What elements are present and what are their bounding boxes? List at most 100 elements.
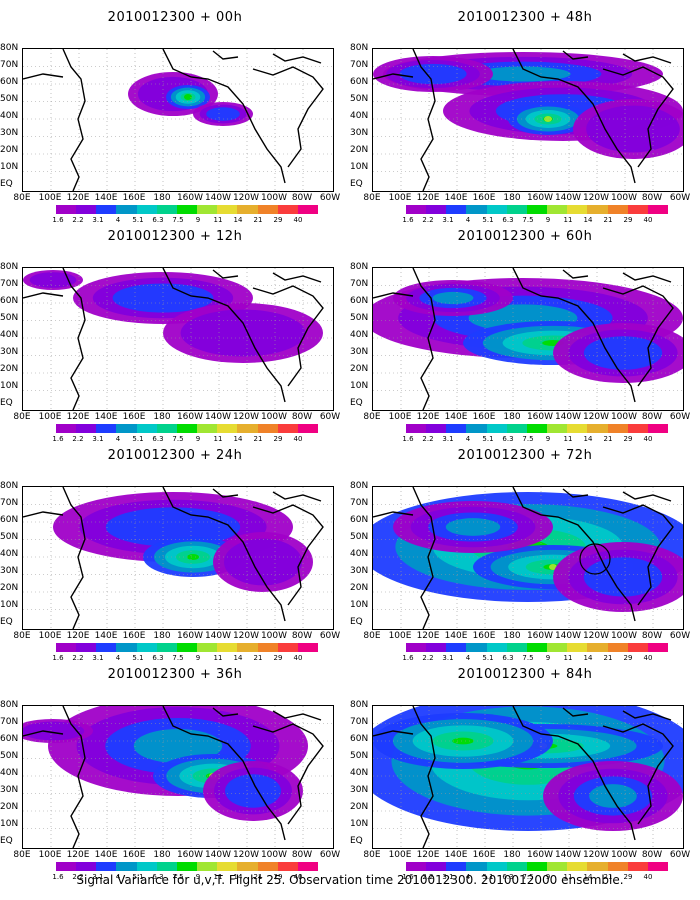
colorbar-label: 2.2: [72, 216, 84, 224]
lat-label: 60N: [0, 515, 19, 525]
colorbar-label: 5.1: [482, 873, 494, 881]
variance-map: [372, 705, 684, 849]
colorbar-swatch: [486, 424, 507, 433]
lon-label: 100W: [610, 850, 638, 860]
lon-label: 100E: [38, 193, 62, 203]
colorbar-label: 1.6: [402, 435, 414, 443]
colorbar-label: 29: [623, 216, 633, 224]
colorbar-swatch: [466, 205, 487, 214]
colorbar-swatch: [197, 205, 218, 214]
lat-label: 50N: [350, 94, 369, 104]
colorbar-label: 3.1: [442, 435, 454, 443]
colorbar-swatch: [406, 424, 427, 433]
colorbar-swatch: [237, 862, 258, 871]
colorbar-swatch: [197, 424, 218, 433]
lat-label: 70N: [350, 60, 369, 70]
colorbar-label: 1.6: [402, 873, 414, 881]
lon-label: 140E: [94, 631, 118, 641]
lon-label: 160W: [176, 412, 204, 422]
colorbar-label: 3.1: [92, 654, 104, 662]
lon-label: 160E: [122, 850, 146, 860]
colorbar-label: 7.5: [522, 873, 534, 881]
lon-label: 140E: [444, 412, 468, 422]
colorbar-label: 29: [623, 873, 633, 881]
lat-label: 10N: [0, 819, 19, 829]
colorbar-swatch: [257, 643, 278, 652]
lat-label: 70N: [0, 60, 19, 70]
colorbar-swatch: [607, 424, 628, 433]
colorbar-label: 2.2: [72, 435, 84, 443]
colorbar-swatch: [466, 424, 487, 433]
lat-label: 40N: [0, 549, 19, 559]
variance-map: [372, 486, 684, 630]
colorbar: [406, 424, 669, 433]
lat-label: 80N: [350, 481, 369, 491]
colorbar-swatch: [277, 862, 298, 871]
colorbar-label: 40: [293, 654, 303, 662]
colorbar-label: 5.1: [132, 435, 144, 443]
lat-label: 70N: [350, 498, 369, 508]
lat-label: 20N: [0, 802, 19, 812]
colorbar-swatch: [297, 424, 319, 433]
lat-label: 70N: [0, 279, 19, 289]
colorbar-label: 7.5: [172, 435, 184, 443]
lat-label: 80N: [350, 262, 369, 272]
lon-label: 140W: [204, 631, 232, 641]
lat-label: 20N: [0, 145, 19, 155]
colorbar-label: 21: [603, 216, 613, 224]
lon-label: 140E: [94, 412, 118, 422]
lon-label: 120E: [66, 193, 90, 203]
lon-label: 160W: [526, 193, 554, 203]
lon-label: 80E: [13, 850, 31, 860]
colorbar-swatch: [426, 643, 447, 652]
colorbar-label: 6.3: [502, 435, 514, 443]
map-panel: 2010012300 + 60h 80N 70N 60N 50N 40N 30N 20N 10N…: [350, 227, 700, 452]
lon-label: 120W: [582, 193, 610, 203]
colorbar-label: 1.6: [52, 216, 64, 224]
variance-contour: [224, 538, 302, 586]
colorbar-swatch: [547, 424, 568, 433]
lon-label: 120W: [232, 631, 260, 641]
lat-label: 20N: [350, 364, 369, 374]
colorbar-swatch: [257, 205, 278, 214]
colorbar-swatch: [426, 205, 447, 214]
colorbar-swatch: [136, 862, 157, 871]
colorbar-label: 21: [253, 216, 263, 224]
variance-contour: [549, 564, 557, 570]
colorbar-swatch: [56, 643, 77, 652]
colorbar-label: 40: [293, 435, 303, 443]
colorbar-label: 29: [273, 873, 283, 881]
lon-label: 100W: [260, 412, 288, 422]
colorbar-label: 11: [563, 873, 573, 881]
coastline: [373, 268, 674, 410]
colorbar-swatch: [217, 643, 238, 652]
variance-contour: [589, 784, 637, 808]
lon-label: 100E: [388, 850, 412, 860]
colorbar: [56, 424, 319, 433]
colorbar-swatch: [257, 424, 278, 433]
lat-label: 30N: [350, 566, 369, 576]
colorbar-swatch: [547, 205, 568, 214]
coastline: [23, 268, 324, 410]
colorbar-label: 6.3: [502, 216, 514, 224]
colorbar-label: 5.1: [482, 435, 494, 443]
colorbar-swatch: [297, 862, 319, 871]
lon-label: 160W: [176, 193, 204, 203]
lat-label: 80N: [0, 43, 19, 53]
lon-label: 80W: [291, 412, 313, 422]
variance-contour: [206, 107, 240, 121]
lon-label: 120E: [66, 631, 90, 641]
colorbar-label: 3.1: [442, 654, 454, 662]
colorbar-label: 4: [115, 216, 121, 224]
colorbar-swatch: [96, 862, 117, 871]
colorbar-swatch: [96, 205, 117, 214]
figure-caption: Signal Variance for u,v,T. Flight 25. Ob…: [76, 873, 624, 887]
variance-contour: [432, 291, 474, 305]
colorbar-label: 2.2: [72, 873, 84, 881]
colorbar-label: 5.1: [482, 654, 494, 662]
colorbar-label: 21: [253, 873, 263, 881]
variance-contour: [583, 557, 663, 597]
lon-label: 160W: [526, 412, 554, 422]
colorbar-swatch: [406, 205, 427, 214]
lon-label: 140E: [444, 193, 468, 203]
